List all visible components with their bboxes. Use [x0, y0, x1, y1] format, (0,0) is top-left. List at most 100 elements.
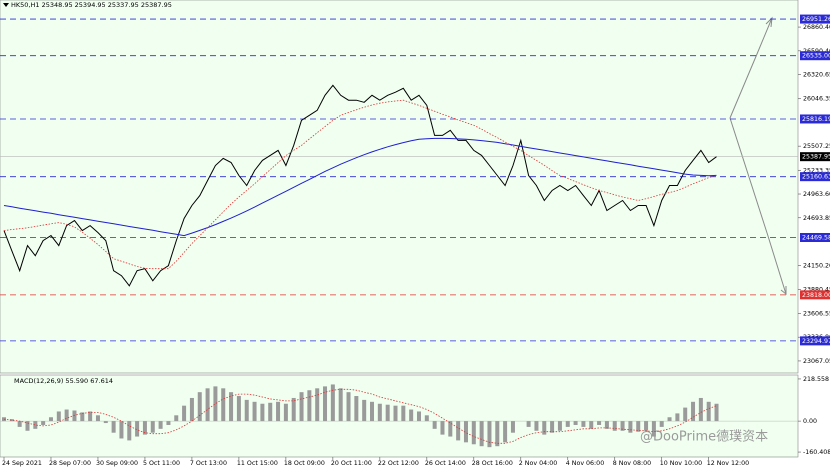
histogram-bar	[229, 392, 234, 422]
histogram-bar	[9, 419, 14, 422]
histogram-bar	[299, 392, 304, 422]
x-tick-label: 5 Oct 11:00	[143, 460, 180, 467]
level-label-box	[800, 14, 830, 24]
histogram-bar	[346, 392, 351, 422]
histogram-bar	[479, 421, 484, 447]
histogram-bar	[111, 421, 116, 433]
level-label-box	[800, 51, 830, 61]
histogram-bar	[72, 410, 77, 422]
histogram-bar	[628, 421, 633, 433]
histogram-bar	[581, 421, 586, 427]
histogram-bar	[565, 421, 570, 427]
histogram-bar	[440, 421, 445, 435]
histogram-bar	[221, 388, 226, 422]
y-tick-label: 24693.85	[803, 215, 830, 222]
histogram-bar	[315, 388, 320, 422]
histogram-bar	[667, 417, 672, 422]
y-tick-label: 24150.20	[803, 263, 830, 270]
watermark: @DooPrime德璞资本	[640, 430, 768, 445]
histogram-bar	[675, 413, 680, 422]
x-tick-label: 18 Oct 09:00	[284, 460, 325, 467]
histogram-bar	[48, 417, 53, 422]
level-label-box	[800, 172, 830, 182]
histogram-bar	[205, 388, 210, 422]
level-label-box	[800, 114, 830, 124]
level-label: 23818.00	[802, 292, 830, 299]
histogram-bar	[127, 421, 132, 441]
histogram-bar	[714, 403, 719, 422]
y-tick-label: 0.00	[803, 418, 817, 425]
x-tick-label: 26 Oct 14:00	[425, 460, 466, 467]
price-series	[3, 137, 717, 237]
x-tick-label: 4 Nov 06:00	[566, 460, 604, 467]
signal-line	[3, 388, 717, 444]
x-tick-label: 10 Nov 10:00	[660, 460, 702, 467]
histogram-bar	[244, 399, 249, 422]
histogram-bar	[557, 421, 562, 431]
histogram-bar	[56, 411, 61, 422]
histogram-bar	[17, 421, 22, 427]
histogram-bar	[166, 421, 171, 425]
y-tick-label: 24963.60	[803, 191, 830, 198]
header-icon	[3, 3, 9, 7]
histogram-bar	[691, 401, 696, 422]
histogram-bar	[377, 403, 382, 422]
histogram-bar	[291, 397, 296, 422]
arrow-up	[729, 17, 773, 119]
x-tick-label: 22 Oct 12:00	[378, 460, 419, 467]
projection-arrows	[729, 16, 787, 296]
histogram-bar	[260, 403, 265, 422]
histogram-bar	[644, 421, 649, 431]
current-price-box	[800, 152, 830, 162]
y-tick-label: -160.408	[803, 449, 830, 456]
histogram-bar	[338, 388, 343, 422]
y-tick-label: 26860.40	[803, 24, 830, 31]
histogram-bar	[651, 421, 656, 437]
histogram-bar	[706, 401, 711, 422]
y-tick-label: 25507.25	[803, 143, 830, 150]
histogram-bar	[393, 405, 398, 422]
x-tick-label: 12 Nov 12:00	[707, 460, 749, 467]
x-tick-label: 11 Oct 15:00	[237, 460, 278, 467]
histogram-bar	[409, 409, 414, 422]
y-tick-label: 23067.05	[803, 358, 830, 365]
histogram-bar	[103, 421, 108, 424]
histogram-bar	[174, 415, 179, 422]
histogram-bar	[604, 421, 609, 429]
level-label: 25160.63	[802, 174, 830, 181]
histogram-bar	[495, 421, 500, 447]
arrow-head	[765, 16, 773, 28]
histogram-bar	[370, 401, 375, 422]
level-label: 23294.97	[802, 338, 830, 345]
price-series	[3, 84, 717, 287]
histogram-bar	[197, 392, 202, 422]
x-tick-label: 24 Sep 2021	[2, 460, 42, 467]
x-tick-label: 28 Sep 07:00	[49, 460, 91, 467]
histogram-bar	[25, 421, 30, 431]
level-label: 26535.00	[802, 53, 830, 60]
histogram-bar	[416, 411, 421, 422]
histogram-bar	[683, 407, 688, 422]
histogram-bar	[448, 421, 453, 437]
histogram-bar	[276, 401, 281, 422]
histogram-bar	[252, 401, 257, 422]
histogram-bar	[620, 421, 625, 431]
y-tick-label: 218.558	[803, 376, 829, 383]
arrow-head	[780, 286, 787, 296]
histogram-bar	[323, 386, 328, 422]
x-tick-label: 7 Oct 13:00	[190, 460, 227, 467]
histogram-bar	[95, 415, 100, 422]
histogram-bar	[236, 396, 241, 422]
level-label-box	[800, 336, 830, 346]
histogram-bar	[33, 421, 38, 429]
histogram-bar	[612, 421, 617, 431]
x-tick-label: 20 Oct 11:00	[331, 460, 372, 467]
histogram-bar	[135, 421, 140, 437]
histogram-bar	[88, 411, 93, 422]
x-tick-label: 28 Oct 16:00	[472, 460, 513, 467]
histogram-bar	[487, 421, 492, 448]
histogram-bar	[268, 402, 273, 422]
histogram-bar	[64, 409, 69, 422]
histogram-bar	[463, 421, 468, 443]
